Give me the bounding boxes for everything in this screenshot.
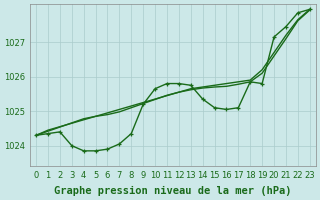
X-axis label: Graphe pression niveau de la mer (hPa): Graphe pression niveau de la mer (hPa) [54, 186, 292, 196]
